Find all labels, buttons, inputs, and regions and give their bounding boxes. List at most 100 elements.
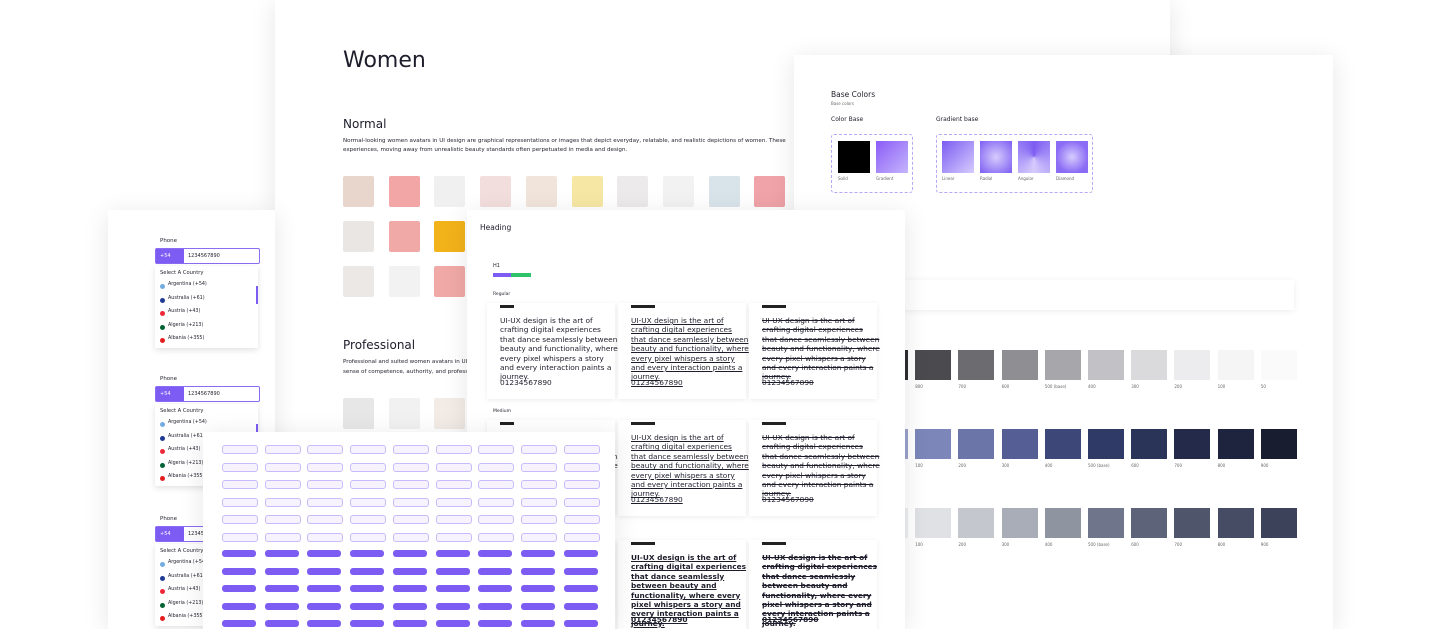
- button: [520, 445, 557, 454]
- dropdown-title: Select A Country: [160, 270, 204, 276]
- country: Australia (+61): [168, 433, 205, 439]
- avatar: [617, 176, 649, 207]
- button: [350, 445, 387, 454]
- country: Australia (+61): [168, 295, 205, 301]
- swatch-label: 600: [1001, 384, 1010, 389]
- swatch-label: 200: [958, 542, 967, 547]
- flag: [160, 476, 165, 482]
- paragraph: Professional and suited women avatars in…: [343, 359, 468, 365]
- swatch: [980, 141, 1012, 173]
- country: Austria (+43): [168, 447, 201, 453]
- avatar: [434, 398, 465, 429]
- swatch-label: 600: [1131, 542, 1139, 547]
- button: [264, 445, 301, 454]
- button: [350, 515, 387, 524]
- avatar: [343, 266, 374, 297]
- tag: [762, 542, 786, 545]
- avatar: [571, 176, 603, 207]
- button: [264, 462, 301, 472]
- digits: 01234567890: [631, 378, 683, 387]
- digits: 01234567890: [500, 378, 552, 387]
- button: [350, 480, 387, 489]
- button: [222, 567, 256, 575]
- digits: 01234567890: [762, 615, 819, 624]
- digits: 01234567890: [762, 495, 814, 504]
- label: Medium: [493, 409, 511, 414]
- button: [307, 497, 344, 507]
- avatar: [480, 176, 512, 207]
- tag: [762, 422, 786, 425]
- swatch-label: 400: [1088, 384, 1096, 389]
- button: [350, 585, 385, 592]
- button: [222, 550, 256, 557]
- label: Phone: [160, 516, 178, 522]
- button: [478, 445, 515, 454]
- input: [155, 386, 260, 402]
- flag: [160, 311, 165, 317]
- button: [392, 620, 427, 627]
- button: [478, 480, 515, 489]
- flag: [160, 284, 165, 289]
- swatch: [1044, 429, 1081, 459]
- button: [478, 567, 513, 575]
- swatch-label: Linear: [942, 176, 955, 181]
- button: [478, 620, 513, 627]
- button: [520, 462, 557, 472]
- flag: [160, 338, 165, 344]
- avatar: [343, 221, 374, 252]
- bar: [493, 273, 511, 277]
- sample-text: UI-UX design is the art of crafting digi…: [762, 553, 878, 628]
- swatch-label: Diamond: [1056, 176, 1075, 181]
- swatch: [1131, 429, 1168, 459]
- dropdown-title: Select A Country: [160, 408, 204, 414]
- flag: [160, 449, 165, 455]
- button: [350, 567, 385, 575]
- avatar: [434, 221, 465, 252]
- swatch-label: 800: [915, 384, 923, 389]
- swatch-label: 800: [1217, 463, 1226, 468]
- tag: [500, 422, 514, 425]
- country: Austria (+43): [168, 587, 201, 593]
- label: Phone: [160, 238, 178, 244]
- label: Color Base: [831, 116, 864, 123]
- heading: Heading: [480, 223, 512, 232]
- button: [435, 462, 472, 472]
- panel: [899, 280, 1294, 310]
- country: Algeria (+213): [168, 600, 204, 606]
- swatch-label: 100: [915, 463, 923, 468]
- swatch: [1260, 508, 1297, 538]
- country: Albania (+355): [168, 614, 205, 620]
- button: [520, 550, 555, 557]
- label: Regular: [493, 292, 511, 297]
- swatch: [915, 429, 952, 459]
- button: [435, 497, 472, 507]
- button: [307, 550, 342, 557]
- swatch: [1217, 508, 1254, 538]
- dropdown: [155, 266, 258, 348]
- button: [478, 462, 515, 472]
- button: [435, 585, 470, 592]
- button: [563, 567, 598, 575]
- swatch: [1001, 429, 1038, 459]
- avatar: [388, 221, 420, 252]
- button: [435, 515, 472, 524]
- flag: [160, 435, 165, 441]
- button: [435, 445, 472, 454]
- swatch-label: 800: [1217, 542, 1226, 547]
- swatch: [1001, 508, 1038, 538]
- button: [307, 445, 344, 454]
- button: [520, 480, 557, 489]
- dropdown-title: Select A Country: [160, 548, 204, 554]
- digits: 01234567890: [762, 378, 814, 387]
- digits: 01234567890: [631, 495, 683, 504]
- tag: [631, 422, 655, 425]
- swatch: [1260, 350, 1297, 380]
- paragraph: sense of competence, authority, and prof…: [343, 369, 469, 375]
- swatch: [876, 141, 908, 173]
- button: [392, 497, 429, 507]
- swatch-label: 300: [1001, 463, 1010, 468]
- swatch-label: 100: [915, 542, 923, 547]
- avatar: [388, 398, 420, 429]
- button: [350, 462, 387, 472]
- button: [563, 462, 600, 472]
